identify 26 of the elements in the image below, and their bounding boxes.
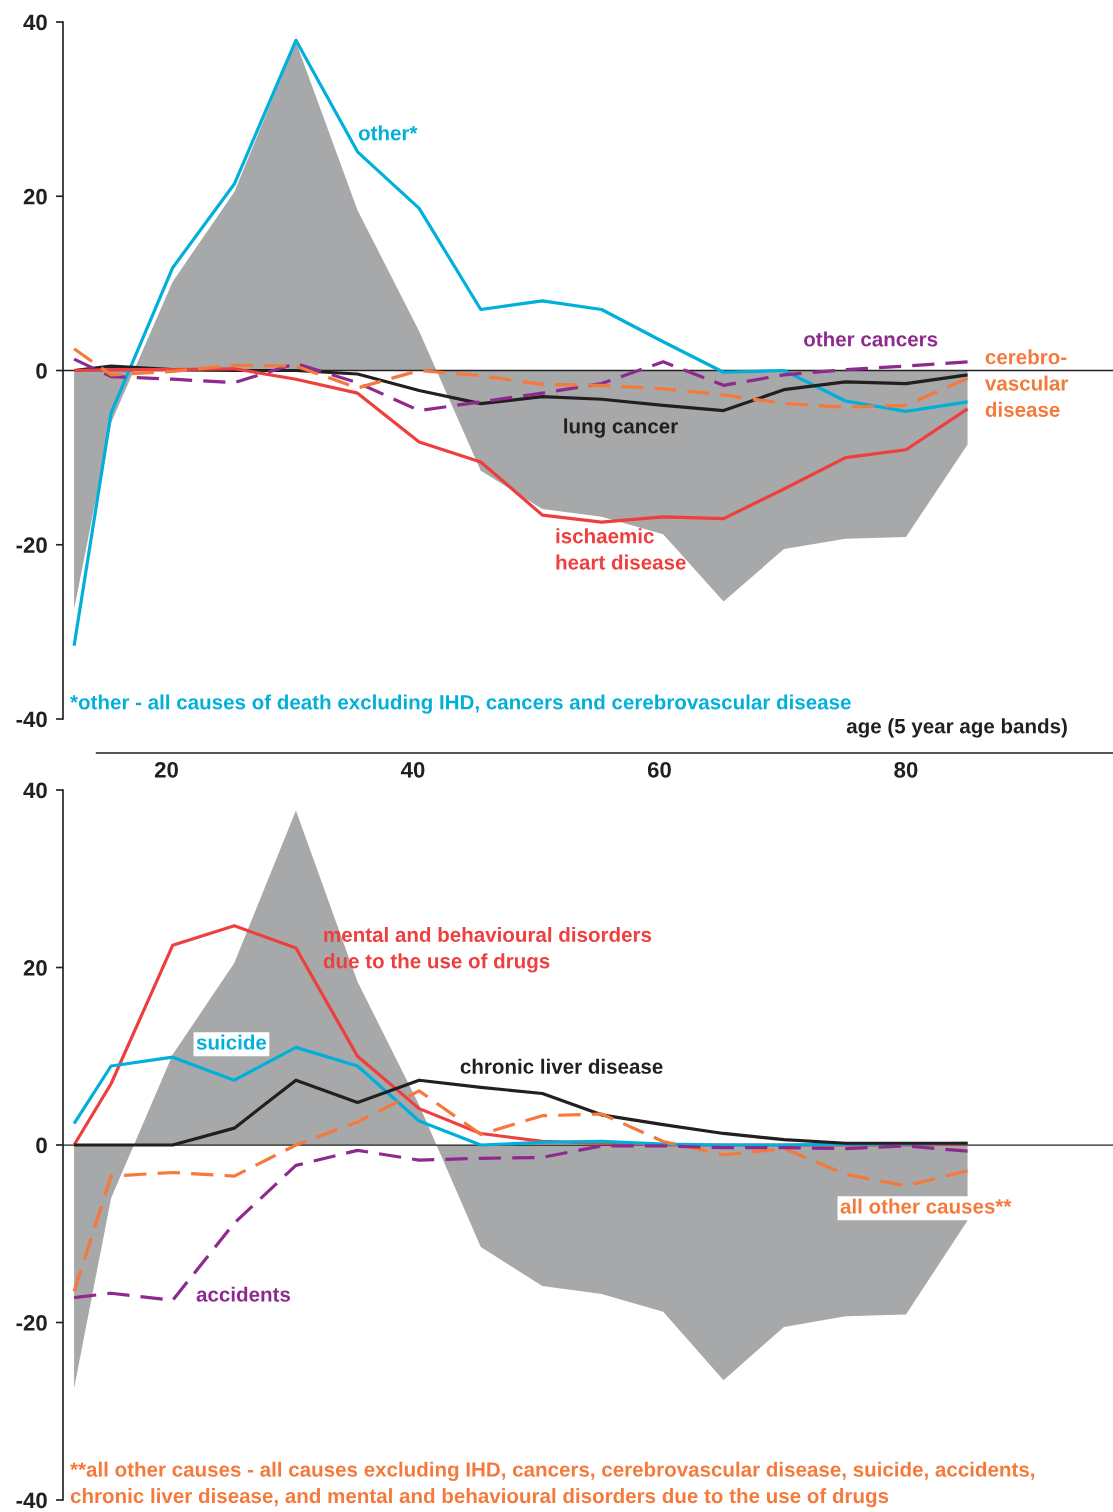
y-tick-label: -40 (16, 711, 47, 728)
y-tick-label: 20 (23, 188, 47, 205)
y-tick-label: -40 (16, 1492, 47, 1509)
series-label: chronic liver disease (460, 1058, 663, 1074)
series-label: all other causes** (840, 1198, 1012, 1214)
x-tick-label: 20 (154, 761, 178, 778)
y-tick-label: 0 (36, 1137, 47, 1154)
series-label: other cancers (804, 331, 938, 347)
annotation: *other - all causes of death excluding IHD, cancers and cerebrovascular disease (70, 694, 851, 714)
y-tick-label: -20 (16, 1315, 47, 1331)
annotation: **all other causes - all causes excluding IHD, cancers, cerebrovascular disease, suicide, accidents, chronic liver disease, and mental and behavioural disorders due to the use of drugs (70, 1461, 1035, 1508)
x-tick-label: 60 (647, 761, 671, 778)
y-tick-label: 40 (23, 782, 47, 799)
x-tick-label: 40 (400, 761, 425, 778)
series-label: ischaemic heart disease (556, 528, 686, 570)
y-tick-label: 40 (23, 14, 47, 31)
y-tick-label: 20 (23, 960, 47, 976)
series-label: lung cancer (564, 418, 678, 438)
series-label: cerebro- vascular disease (984, 349, 1069, 417)
x-tick-label: 80 (894, 761, 918, 778)
y-tick-label: 0 (36, 363, 47, 379)
x-axis-title: age (5 year age bands) (846, 718, 1067, 738)
series-label: suicide (196, 1034, 267, 1050)
series-label: other* (358, 125, 418, 141)
y-tick-label: -20 (16, 537, 47, 554)
series-label: accidents (196, 1286, 291, 1302)
